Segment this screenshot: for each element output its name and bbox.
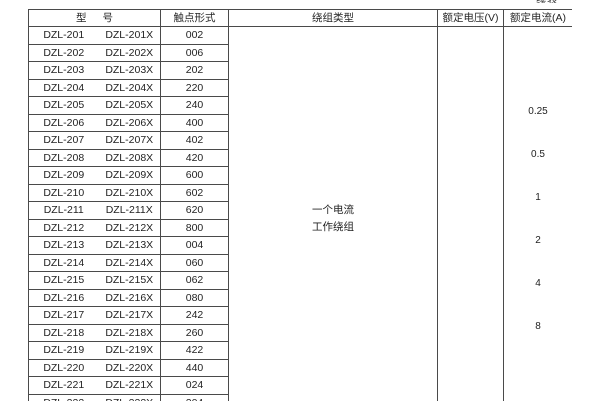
column-header-rated-current: 额定电流(A) xyxy=(504,10,573,27)
rated-current-value: 0.5 xyxy=(504,149,572,161)
cell-model-x: DZL-207X xyxy=(99,132,161,150)
cell-model-x: DZL-220X xyxy=(99,359,161,377)
cell-model-x: DZL-202X xyxy=(99,44,161,62)
cell-model: DZL-208 xyxy=(29,149,99,167)
rated-current-value: 8 xyxy=(504,321,572,333)
cell-model-x: DZL-211X xyxy=(99,202,161,220)
cell-model-x: DZL-208X xyxy=(99,149,161,167)
cell-contact-form: 024 xyxy=(161,377,229,395)
cell-model-x: DZL-213X xyxy=(99,237,161,255)
cell-model: DZL-220 xyxy=(29,359,99,377)
cell-contact-form: 004 xyxy=(161,237,229,255)
cell-model: DZL-219 xyxy=(29,342,99,360)
cell-model: DZL-210 xyxy=(29,184,99,202)
cell-model: DZL-205 xyxy=(29,97,99,115)
cell-model: DZL-216 xyxy=(29,289,99,307)
cell-rated-current: 0.25 0.5 1 2 4 8 xyxy=(504,27,573,401)
cell-model-x: DZL-212X xyxy=(99,219,161,237)
cell-model: DZL-211 xyxy=(29,202,99,220)
cell-model: DZL-209 xyxy=(29,167,99,185)
rated-current-value: 0.25 xyxy=(504,106,572,118)
table-header-row: 型号 触点形式 绕组类型 额定电压(V) 额定电流(A) xyxy=(29,10,573,27)
cell-contact-form: 400 xyxy=(161,114,229,132)
cell-model: DZL-206 xyxy=(29,114,99,132)
cell-model-x: DZL-203X xyxy=(99,62,161,80)
rated-current-value: 4 xyxy=(504,278,572,290)
cell-model-x: DZL-215X xyxy=(99,272,161,290)
cell-model: DZL-202 xyxy=(29,44,99,62)
cell-contact-form: 602 xyxy=(161,184,229,202)
cell-contact-form: 240 xyxy=(161,97,229,115)
cell-contact-form: 260 xyxy=(161,324,229,342)
cell-model: DZL-214 xyxy=(29,254,99,272)
cell-model: DZL-207 xyxy=(29,132,99,150)
cell-contact-form: 620 xyxy=(161,202,229,220)
cell-model: DZL-212 xyxy=(29,219,99,237)
cell-model: DZL-213 xyxy=(29,237,99,255)
cell-model-x: DZL-217X xyxy=(99,307,161,325)
column-header-contact-form: 触点形式 xyxy=(161,10,229,27)
cell-contact-form: 600 xyxy=(161,167,229,185)
winding-type-line-1: 一个电流 xyxy=(229,202,437,219)
cell-model-x: DZL-204X xyxy=(99,79,161,97)
cell-contact-form: 420 xyxy=(161,149,229,167)
cell-contact-form: 220 xyxy=(161,79,229,97)
cell-model-x: DZL-210X xyxy=(99,184,161,202)
cell-rated-voltage xyxy=(438,27,504,401)
winding-type-line-2: 工作绕组 xyxy=(229,219,437,236)
column-header-winding-type: 绕组类型 xyxy=(229,10,438,27)
cell-model-x: DZL-201X xyxy=(99,27,161,45)
continued-table-caption: 续表 xyxy=(512,0,582,3)
column-header-model-right: 号 xyxy=(103,12,114,24)
cell-contact-form: 242 xyxy=(161,307,229,325)
column-header-model-left: 型 xyxy=(76,12,87,24)
cell-contact-form: 440 xyxy=(161,359,229,377)
column-header-model: 型号 xyxy=(29,10,161,27)
cell-contact-form: 060 xyxy=(161,254,229,272)
cell-model: DZL-217 xyxy=(29,307,99,325)
cell-winding-type: 一个电流工作绕组 xyxy=(229,27,438,401)
table-header: 型号 触点形式 绕组类型 额定电压(V) 额定电流(A) xyxy=(29,10,573,27)
cell-contact-form: 800 xyxy=(161,219,229,237)
cell-model: DZL-204 xyxy=(29,79,99,97)
rated-current-value-stack: 0.25 0.5 1 2 4 8 xyxy=(504,27,572,401)
cell-model: DZL-201 xyxy=(29,27,99,45)
cell-model: DZL-203 xyxy=(29,62,99,80)
cell-contact-form: 002 xyxy=(161,27,229,45)
cell-model-x: DZL-206X xyxy=(99,114,161,132)
cell-model: DZL-218 xyxy=(29,324,99,342)
rated-current-value: 1 xyxy=(504,192,572,204)
cell-model-x: DZL-219X xyxy=(99,342,161,360)
cell-contact-form: 006 xyxy=(161,44,229,62)
cell-model-x: DZL-218X xyxy=(99,324,161,342)
cell-model: DZL-215 xyxy=(29,272,99,290)
cell-contact-form: 062 xyxy=(161,272,229,290)
cell-model-x: DZL-205X xyxy=(99,97,161,115)
rated-current-value: 2 xyxy=(504,235,572,247)
cell-contact-form: 080 xyxy=(161,289,229,307)
cell-model-x: DZL-209X xyxy=(99,167,161,185)
cell-contact-form: 402 xyxy=(161,132,229,150)
cell-contact-form: 202 xyxy=(161,62,229,80)
column-header-rated-voltage: 额定电压(V) xyxy=(438,10,504,27)
cell-model-x: DZL-214X xyxy=(99,254,161,272)
cell-model: DZL-221 xyxy=(29,377,99,395)
cell-contact-form: 422 xyxy=(161,342,229,360)
cell-model-x: DZL-216X xyxy=(99,289,161,307)
cell-model-x: DZL-221X xyxy=(99,377,161,395)
